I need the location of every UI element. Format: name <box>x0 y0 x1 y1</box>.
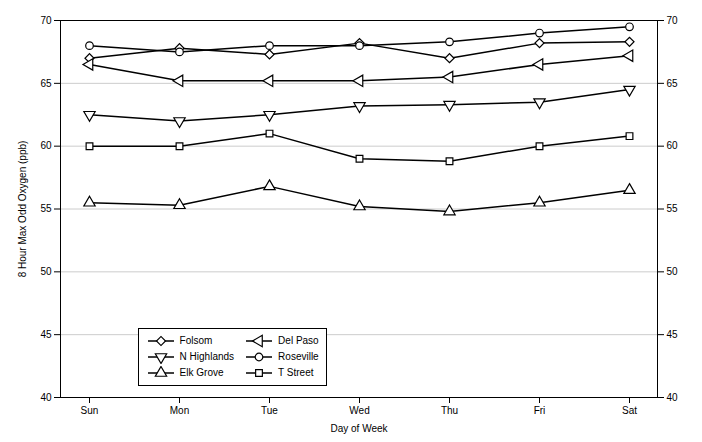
svg-text:60: 60 <box>40 140 52 151</box>
html-text:T Street: T Street <box>278 367 314 379</box>
html-text:Elk Grove: Elk Grove <box>179 367 224 379</box>
svg-text:55: 55 <box>40 203 52 214</box>
svg-text:60: 60 <box>667 140 679 151</box>
svg-text:8 Hour Max Odd Oxygen (ppb): 8 Hour Max Odd Oxygen (ppb) <box>17 141 28 278</box>
svg-text:Day of Week: Day of Week <box>330 423 388 434</box>
svg-text:45: 45 <box>40 329 52 340</box>
svg-text:40: 40 <box>40 392 52 403</box>
svg-text:40: 40 <box>667 392 679 403</box>
html-text:Roseville: Roseville <box>278 351 319 363</box>
svg-text:Wed: Wed <box>349 405 369 416</box>
svg-text:50: 50 <box>40 266 52 277</box>
html-text:Del Paso: Del Paso <box>278 335 319 347</box>
svg-text:65: 65 <box>667 78 679 89</box>
svg-text:55: 55 <box>667 203 679 214</box>
svg-text:70: 70 <box>40 15 52 26</box>
svg-text:Sun: Sun <box>81 405 99 416</box>
svg-text:Mon: Mon <box>170 405 189 416</box>
svg-text:65: 65 <box>40 78 52 89</box>
svg-text:45: 45 <box>667 329 679 340</box>
svg-text:Tue: Tue <box>261 405 278 416</box>
html-text:Folsom: Folsom <box>179 335 213 347</box>
svg-text:50: 50 <box>667 266 679 277</box>
svg-text:Thu: Thu <box>441 405 458 416</box>
html-text:N Highlands: N Highlands <box>179 351 235 363</box>
svg-text:Sat: Sat <box>622 405 637 416</box>
svg-text:Fri: Fri <box>534 405 546 416</box>
svg-text:70: 70 <box>667 15 679 26</box>
